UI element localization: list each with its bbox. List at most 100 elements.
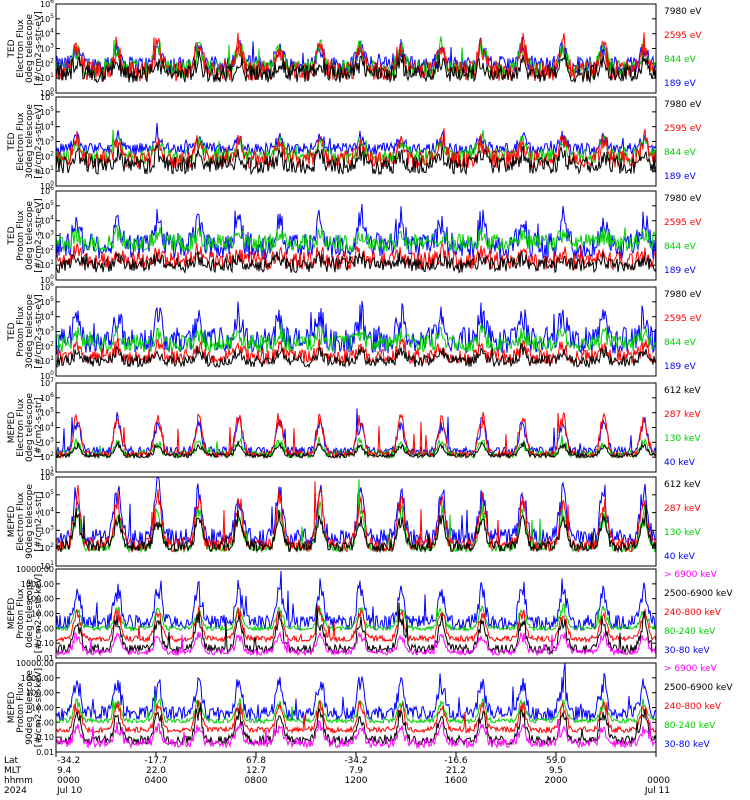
y-axis-label-line: [#/cm2-s-str] xyxy=(34,491,44,551)
legend-entry: 189 eV xyxy=(664,172,697,182)
legend-entry: 80-240 keV xyxy=(664,627,716,637)
y-tick-label: 104 xyxy=(40,215,54,226)
y-axis-label-line: MEPED xyxy=(7,598,17,630)
legend-entry: 189 eV xyxy=(664,362,697,372)
plot-area xyxy=(56,122,656,176)
y-tick-label: 100 xyxy=(40,180,54,191)
y-tick-label: 104 xyxy=(40,121,54,132)
y-axis-label-line: MEPED xyxy=(7,506,17,538)
legend-entry: 240-800 keV xyxy=(664,608,722,618)
x-tick-label-lat: -17.7 xyxy=(144,756,167,766)
panel-frame xyxy=(55,286,657,377)
y-tick-label: 10000.00 xyxy=(16,565,54,574)
legend-entry: 612 keV xyxy=(664,386,701,396)
y-tick-label: 100 xyxy=(40,274,54,285)
y-axis-label-line: Proton Flux xyxy=(16,588,26,639)
y-axis-label-line: MEPED xyxy=(7,692,17,724)
y-tick-label: 104 xyxy=(40,507,54,518)
series-line-287-kev xyxy=(56,411,656,459)
legend-entry: 7980 eV xyxy=(664,100,702,110)
y-axis-label-line: [#/cm2-s-str-eV] xyxy=(34,198,44,273)
y-tick-label: 10.00 xyxy=(31,610,54,619)
panel-7: 0.01 0.10 1.00 10.00 100.00 1000.00 10000.00 ME… xyxy=(7,565,733,663)
x-tick-label-hhmm: 1200 xyxy=(345,776,368,786)
x-tick-label-hhmm: 0000 xyxy=(57,776,80,786)
time-axis-row-label: 2024 xyxy=(4,786,27,796)
y-axis-label-line: Electron Flux xyxy=(16,398,26,457)
panel-2: 100 101 102 103 104 105 106 TED Electron Flux 30d… xyxy=(7,91,702,191)
series-line-240-800-kev xyxy=(56,605,656,644)
series-line-287-kev xyxy=(56,481,656,554)
plot-area xyxy=(56,32,656,84)
series-line-612-kev xyxy=(56,505,656,554)
series-line-7980-ev xyxy=(56,342,656,369)
plot-area xyxy=(56,301,656,369)
x-tick-label-mlt: 21.2 xyxy=(446,766,466,776)
y-tick-label: 101 xyxy=(40,355,54,366)
x-tick-label-lat: -34.2 xyxy=(344,756,367,766)
x-tick-label-mlt: 9.5 xyxy=(549,766,563,776)
legend-entry: 130 keV xyxy=(664,434,701,444)
panel-8: 0.01 0.10 1.00 10.00 100.00 1000.00 10000.00 ME… xyxy=(7,659,733,757)
plot-area xyxy=(56,203,656,274)
y-tick-label: 0.01 xyxy=(36,748,54,757)
y-tick-label: 106 xyxy=(40,185,54,196)
y-axis-label-line: 90deg telescope xyxy=(25,670,35,745)
y-tick-label: 0.10 xyxy=(36,733,54,742)
y-tick-label: 10.00 xyxy=(31,704,54,713)
y-axis-label-line: Proton Flux xyxy=(16,682,26,733)
y-tick-label: 0.10 xyxy=(36,639,54,648)
y-tick-label: 105 xyxy=(40,13,54,24)
x-tick-label-mlt: 22.0 xyxy=(146,766,166,776)
y-axis-label-line: [#/cm2-s-str-keV] xyxy=(34,668,44,747)
legend-entry: 7980 eV xyxy=(664,290,702,300)
y-tick-label: 103 xyxy=(40,230,54,241)
legend-entry: 844 eV xyxy=(664,338,697,348)
panel-frame xyxy=(55,190,657,281)
y-tick-label: 102 xyxy=(40,244,54,255)
y-axis-label-line: [#/cm2-s-str-eV] xyxy=(34,294,44,369)
panel-1: 100 101 102 103 104 105 106 TED Electron Flux 0de… xyxy=(7,0,702,98)
panel-frame xyxy=(55,568,657,659)
series-line-80-240-kev xyxy=(56,602,656,633)
series-line-30-80-kev xyxy=(56,570,656,632)
legend-entry: 30-80 keV xyxy=(664,646,710,656)
x-tick-label-mlt: 7.9 xyxy=(349,766,364,776)
y-tick-label: 10000.00 xyxy=(16,659,54,668)
y-tick-label: 100 xyxy=(40,87,54,98)
time-axis-row-label: hhmm xyxy=(4,776,33,786)
legend-entry: 2500-6900 keV xyxy=(664,683,733,693)
panel-6: 101 102 103 104 105 106 MEPED Electron Flux 90de… xyxy=(7,471,701,571)
series-line-7980-ev xyxy=(56,51,656,84)
x-tick-label-mlt: 9.4 xyxy=(57,766,72,776)
y-tick-label: 1.00 xyxy=(36,718,54,727)
x-tick-label-date: Jul 10 xyxy=(56,786,82,796)
time-axis-row-label: MLT xyxy=(4,766,22,776)
y-axis-label-line: [#/cm2-s-str-eV] xyxy=(34,11,44,86)
y-tick-label: 104 xyxy=(40,28,54,39)
x-tick-label-hhmm: 0400 xyxy=(145,776,168,786)
plot-area xyxy=(56,477,656,554)
series-line-2595-ev xyxy=(56,32,656,83)
y-tick-label: 101 xyxy=(40,72,54,83)
y-axis-label-line: TED xyxy=(7,39,17,58)
legend-entry: 189 eV xyxy=(664,79,697,89)
y-axis-label-line: 0deg telescope xyxy=(25,14,35,84)
time-axis-row-label: Lat xyxy=(4,756,19,766)
series-line-189-ev xyxy=(56,122,656,157)
legend-entry: 844 eV xyxy=(664,148,697,158)
y-axis-label-line: Electron Flux xyxy=(16,112,26,171)
plot-area xyxy=(56,663,656,750)
y-axis-label-line: Electron Flux xyxy=(16,19,26,78)
legend-entry: 189 eV xyxy=(664,266,697,276)
y-tick-label: 105 xyxy=(40,489,54,500)
y-axis-label-line: 30deg telescope xyxy=(25,294,35,369)
legend-entry: 30-80 keV xyxy=(664,740,710,750)
series-line-40-kev xyxy=(56,408,656,458)
y-tick-label: 103 xyxy=(40,326,54,337)
legend-entry: 40 keV xyxy=(664,552,696,562)
series-line-2595-ev xyxy=(56,128,656,170)
panel-frame xyxy=(55,3,657,94)
y-axis-label-line: TED xyxy=(7,322,17,341)
